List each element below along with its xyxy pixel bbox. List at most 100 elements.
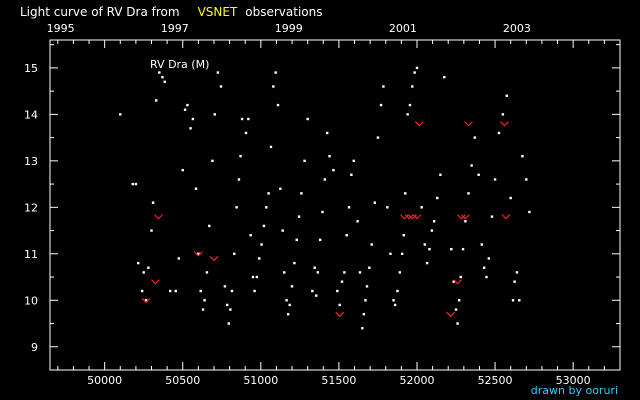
observation-point xyxy=(142,271,145,274)
observation-point xyxy=(352,159,355,163)
observation-point xyxy=(386,206,389,209)
observation-point xyxy=(398,271,402,274)
observation-point xyxy=(436,196,439,200)
observation-point xyxy=(470,164,473,167)
observation-point xyxy=(208,224,211,228)
observation-point xyxy=(521,154,524,158)
fainter-than-point xyxy=(500,121,509,127)
observation-point xyxy=(230,289,234,293)
observation-point xyxy=(150,229,153,232)
observation-point xyxy=(323,178,327,181)
data-points xyxy=(119,66,531,330)
observation-point xyxy=(283,271,286,274)
observation-point xyxy=(134,182,138,186)
observation-point xyxy=(290,285,294,288)
observation-point xyxy=(461,247,465,251)
observation-point xyxy=(518,299,521,302)
fainter-than-point xyxy=(464,121,473,127)
fainter-than-point xyxy=(446,311,455,318)
observation-point xyxy=(306,117,309,121)
observation-point xyxy=(258,257,261,260)
chart-title: Light curve of RV Dra from VSNET observati… xyxy=(20,5,322,19)
observation-point xyxy=(216,71,220,74)
fainter-than-point xyxy=(457,214,466,220)
observation-point xyxy=(515,271,519,274)
observation-point xyxy=(272,85,275,88)
fainter-than-point xyxy=(209,256,219,262)
observation-point xyxy=(260,243,263,246)
observation-point xyxy=(497,131,501,135)
observation-point xyxy=(281,229,284,232)
observation-point xyxy=(265,206,268,209)
observation-point xyxy=(169,289,172,293)
observation-point xyxy=(505,94,508,97)
fainter-than-point xyxy=(414,121,424,127)
y-tick-label: 11 xyxy=(24,248,38,261)
observation-point xyxy=(300,192,303,195)
observation-point xyxy=(219,85,223,88)
plot-frame xyxy=(49,39,621,371)
observation-point xyxy=(328,154,331,158)
observation-point xyxy=(203,299,206,302)
observation-point xyxy=(464,220,467,223)
observation-point xyxy=(315,294,318,297)
observation-point xyxy=(237,178,241,181)
observation-point xyxy=(158,71,161,74)
top-year-label: 1999 xyxy=(275,22,303,35)
x-tick-label: 51500 xyxy=(321,374,356,387)
y-tick-label: 15 xyxy=(24,62,38,75)
observation-point xyxy=(255,275,259,279)
observation-point xyxy=(361,326,364,330)
observation-point xyxy=(370,243,373,246)
observation-point xyxy=(473,136,476,139)
observation-point xyxy=(345,234,348,237)
observation-point xyxy=(364,299,367,302)
observation-point xyxy=(161,75,164,79)
fainter-than-point xyxy=(412,214,422,220)
observation-point xyxy=(439,173,442,176)
observation-point xyxy=(267,192,270,195)
observation-point xyxy=(293,261,296,265)
fainter-than-point xyxy=(154,214,163,220)
axis-ticks: 50000 50500 51000 51500 52000 52500 53000 1995 1… xyxy=(24,22,620,387)
top-year-label: 2003 xyxy=(503,22,531,35)
observation-point xyxy=(525,178,528,181)
observation-point xyxy=(402,234,405,237)
observation-point xyxy=(227,322,231,325)
x-tick-label: 50500 xyxy=(165,374,200,387)
observation-point xyxy=(244,131,248,135)
observation-point xyxy=(413,71,416,74)
observation-point xyxy=(382,85,385,88)
observation-point xyxy=(191,117,195,121)
plot-border xyxy=(49,39,621,371)
observation-point xyxy=(511,299,515,302)
observation-point xyxy=(313,266,316,269)
observation-point xyxy=(269,145,273,149)
observation-point xyxy=(205,271,209,274)
observation-point xyxy=(396,289,399,293)
credit-text: drawn by ooruri xyxy=(531,384,618,397)
observation-point xyxy=(186,103,189,107)
x-tick-label: 50000 xyxy=(87,374,122,387)
observation-point xyxy=(316,271,320,274)
observation-point xyxy=(379,103,383,107)
observation-point xyxy=(408,103,412,107)
observation-point xyxy=(303,159,306,163)
observation-point xyxy=(425,261,429,265)
observation-point xyxy=(131,182,134,186)
observation-point xyxy=(318,238,322,242)
fainter-than-point xyxy=(193,251,203,257)
observation-point xyxy=(411,85,414,88)
chart-title-suffix: observations xyxy=(245,5,322,19)
observation-point xyxy=(343,271,346,274)
observation-point xyxy=(247,117,250,121)
observation-point xyxy=(443,75,446,79)
observation-point xyxy=(454,308,458,311)
observation-point xyxy=(154,99,158,102)
x-tick-label: 53000 xyxy=(556,374,591,387)
observation-point xyxy=(181,168,184,172)
observation-point xyxy=(490,215,494,218)
observation-point xyxy=(406,113,409,116)
observation-point xyxy=(332,168,335,172)
top-year-label: 2001 xyxy=(389,22,417,35)
